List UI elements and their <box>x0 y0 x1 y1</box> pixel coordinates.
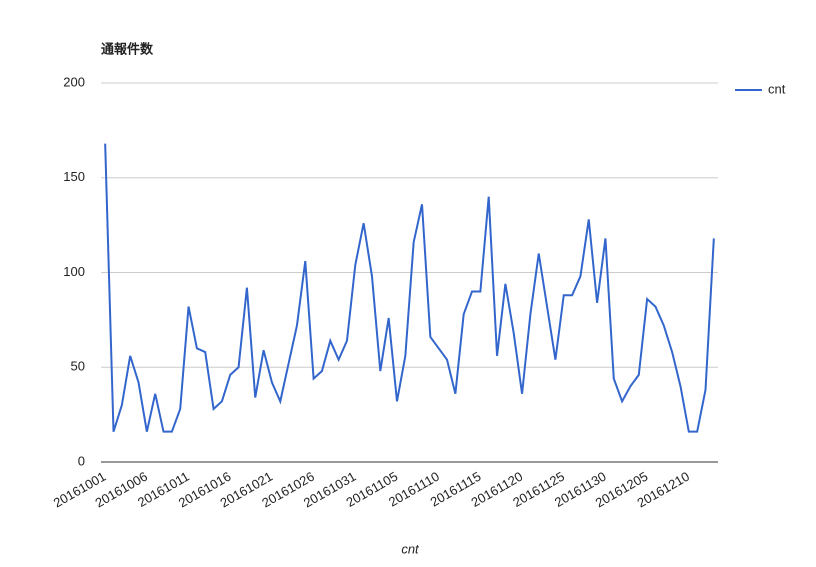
y-tick-label: 50 <box>71 359 85 374</box>
line <box>104 143 715 433</box>
y-tick-label: 100 <box>63 264 85 279</box>
legend-label: cnt <box>768 81 786 96</box>
y-tick-label: 200 <box>63 74 85 89</box>
y-tick-label: 150 <box>63 169 85 184</box>
y-tick-label: 0 <box>78 453 85 468</box>
x-axis-title: cnt <box>401 541 420 556</box>
chart-title: 通報件数 <box>101 41 154 56</box>
